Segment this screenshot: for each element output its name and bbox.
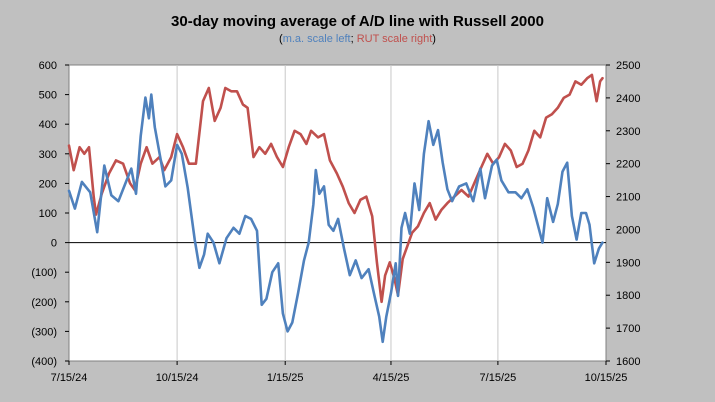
left-axis: 600 500 400 300 200 100 0 (100) (200) (300) (400) [31,60,69,368]
left-tick-label: 500 [39,90,57,102]
x-tick-label: 10/15/24 [156,372,199,384]
x-tick-label: 7/15/24 [51,372,88,384]
left-tick-label: (200) [31,297,57,309]
x-tick-label: 4/15/25 [373,372,410,384]
chart-title: 30-day moving average of A/D line with R… [171,13,544,30]
subtitle-separator: ; [350,33,354,45]
left-tick-label: (300) [31,326,57,338]
right-tick-label: 2000 [616,224,640,236]
grid-lines [176,65,499,361]
x-tick-label: 7/15/25 [480,372,517,384]
right-tick-label: 2500 [616,60,640,72]
subtitle-open-paren: ( [279,33,283,45]
right-tick-label: 2100 [616,192,640,204]
left-tick-label: 100 [39,208,57,220]
x-tick-label: 1/15/25 [267,372,304,384]
left-tick-label: 400 [39,119,57,131]
russell-2000-line [67,73,604,304]
chart-subtitle: (m.a. scale left; RUT scale right) [0,33,715,45]
right-tick-label: 1600 [616,356,640,368]
plot-area [68,64,607,362]
series-layer [67,73,604,344]
right-tick-label: 2200 [616,159,640,171]
left-tick-label: 200 [39,178,57,190]
left-tick-label: 600 [39,60,57,72]
left-tick-label: 300 [39,149,57,161]
ad-moving-average-line [67,93,604,344]
left-tick-label: (400) [31,356,57,368]
right-tick-label: 1900 [616,257,640,269]
subtitle-right-scale: RUT scale right [356,33,433,45]
subtitle-close-paren: ) [432,33,436,45]
left-tick-label: (100) [31,267,57,279]
right-tick-label: 2400 [616,93,640,105]
right-tick-label: 1800 [616,290,640,302]
x-axis: 7/15/24 10/15/24 1/15/25 4/15/25 7/15/25 10/1… [51,361,628,384]
x-tick-label: 10/15/25 [585,372,628,384]
right-tick-label: 1700 [616,323,640,335]
subtitle-left-scale: m.a. scale left [282,33,351,45]
right-tick-label: 2300 [616,126,640,138]
right-axis: 2500 2400 2300 2200 2100 2000 1900 1800 1700 1600 [606,60,640,368]
left-tick-label: 0 [51,238,57,250]
